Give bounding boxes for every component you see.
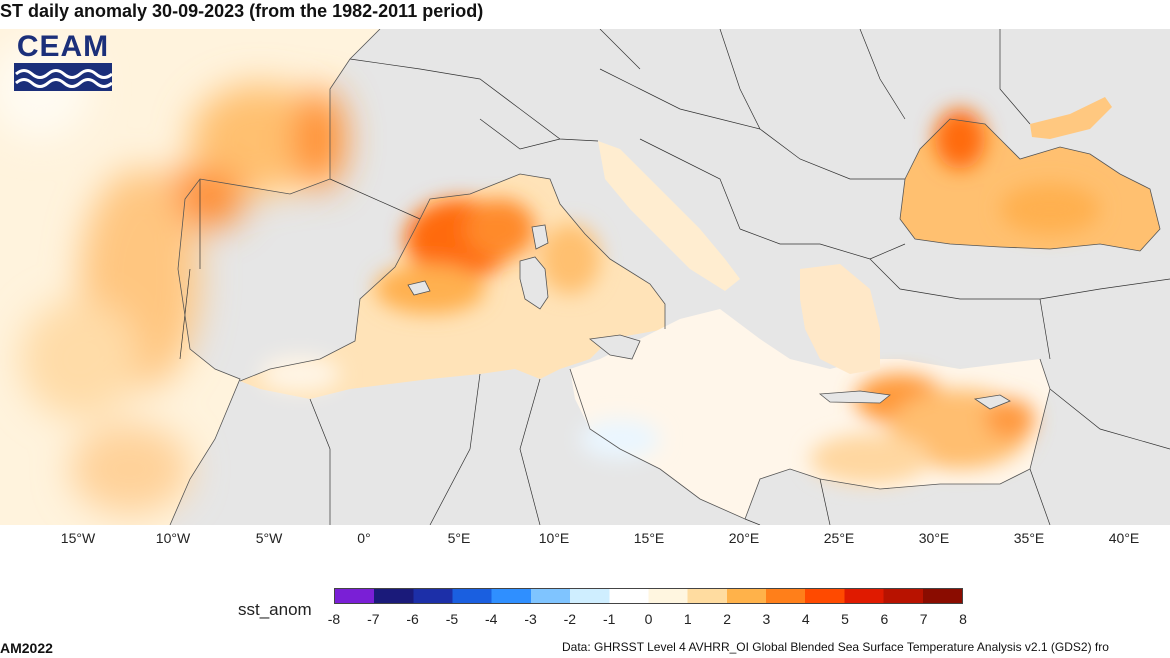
islands — [407, 224, 1011, 410]
colorbar-tick: 8 — [959, 611, 967, 627]
colorbar-label: sst_anom — [238, 600, 312, 619]
lon-tick: 15°W — [60, 530, 96, 546]
sst-anomaly-map — [0, 29, 1170, 525]
colorbar-tick: -4 — [485, 611, 498, 627]
lon-tick: 15°E — [633, 530, 665, 546]
map-canvas — [0, 29, 1170, 525]
aegean-sea — [800, 264, 880, 374]
lon-tick: 10°W — [155, 530, 191, 546]
map-title: ST daily anomaly 30-09-2023 (from the 19… — [0, 1, 484, 21]
colorbar-tick: 3 — [762, 611, 771, 627]
colorbar-tick: -8 — [327, 611, 341, 627]
lon-tick: 5°W — [255, 530, 283, 546]
colorbar-tick: 4 — [801, 611, 810, 627]
lon-tick: 30°E — [918, 530, 950, 546]
colorbar-tick: -2 — [563, 611, 577, 627]
ceam-logo-text: CEAM — [16, 30, 110, 63]
eastern-mediterranean-anomaly — [570, 309, 1050, 519]
data-source-text: Data: GHRSST Level 4 AVHRR_OI Global Ble… — [562, 640, 1109, 654]
lon-tick: 10°E — [538, 530, 570, 546]
lon-tick: 35°E — [1013, 530, 1045, 546]
colorbar-tick: 0 — [644, 611, 653, 627]
colorbar-tick: -3 — [524, 611, 537, 627]
adriatic-sea — [598, 141, 740, 291]
colorbar-tick: -5 — [445, 611, 459, 627]
sea-of-azov — [1030, 97, 1112, 139]
colorbar-tick: 1 — [683, 611, 692, 627]
lon-tick: 0° — [357, 530, 371, 546]
colorbar-tick: 2 — [723, 611, 732, 627]
colorbar-tick: -7 — [367, 611, 380, 627]
country-borders — [179, 29, 1170, 525]
lon-tick: 5°E — [447, 530, 471, 546]
colorbar-tick: -1 — [602, 611, 616, 627]
waves-icon — [14, 63, 112, 91]
colorbar-tick: 5 — [841, 611, 849, 627]
black-sea-anomaly — [900, 109, 1160, 251]
lon-tick: 40°E — [1108, 530, 1140, 546]
ceam-logo: CEAM — [14, 32, 112, 92]
colorbar-tick: 7 — [919, 611, 928, 627]
colorbar-gradient — [334, 588, 963, 604]
coastlines — [169, 29, 1161, 525]
colorbar-tick: -6 — [406, 611, 419, 627]
colorbar-tick: 6 — [880, 611, 889, 627]
lon-tick: 25°E — [823, 530, 855, 546]
atlantic-ocean-anomaly — [0, 29, 380, 525]
footer-left-text: AM2022 — [0, 640, 53, 656]
lon-tick: 20°E — [728, 530, 760, 546]
western-mediterranean-anomaly — [240, 174, 665, 399]
